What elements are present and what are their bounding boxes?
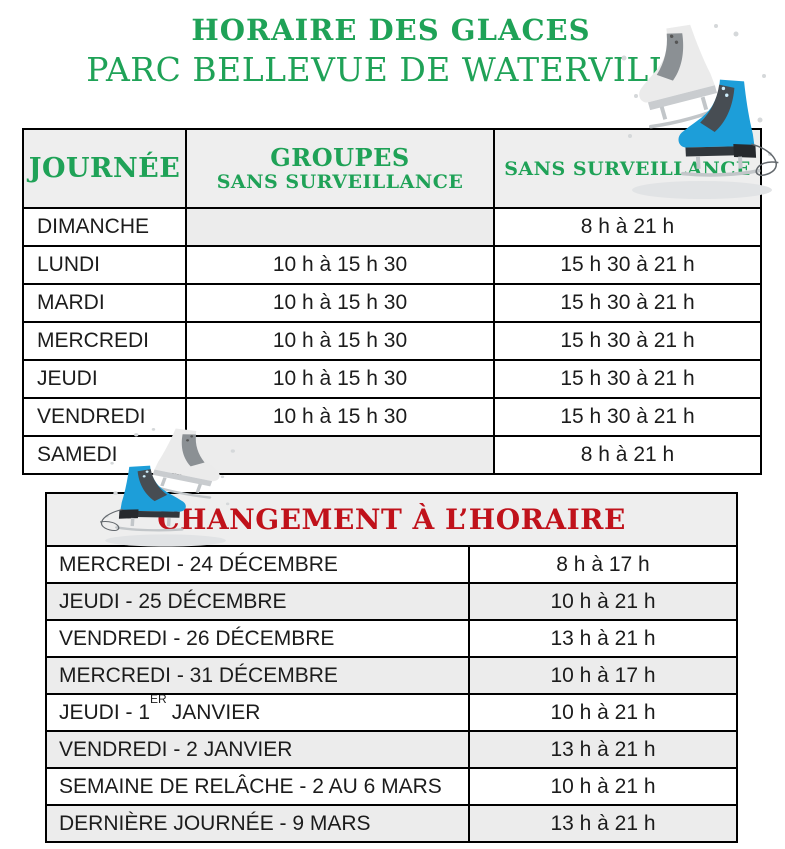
- open-hours: 15 h 30 à 21 h: [493, 359, 762, 399]
- table-row: LUNDI 10 h à 15 h 30 15 h 30 à 21 h: [22, 245, 762, 285]
- table-row: JEUDI 10 h à 15 h 30 15 h 30 à 21 h: [22, 359, 762, 399]
- change-label: JEUDI - 1ER JANVIER: [45, 693, 470, 732]
- change-label: VENDREDI - 2 JANVIER: [45, 730, 470, 769]
- open-hours: 15 h 30 à 21 h: [493, 245, 762, 285]
- day-label: LUNDI: [22, 245, 187, 285]
- table-row: VENDREDI - 26 DÉCEMBRE 13 h à 21 h: [45, 619, 739, 658]
- column-header-groupes: GROUPES SANS SURVEILLANCE: [185, 128, 495, 209]
- change-hours: 8 h à 17 h: [467, 545, 739, 584]
- day-label: VENDREDI: [22, 397, 187, 437]
- groupes-hours: 10 h à 15 h 30: [185, 245, 495, 285]
- table-row: MERCREDI - 31 DÉCEMBRE 10 h à 17 h: [45, 656, 739, 695]
- schedule-header-row: JOURNÉE GROUPES SANS SURVEILLANCE SANS S…: [22, 128, 762, 209]
- change-label: VENDREDI - 26 DÉCEMBRE: [45, 619, 470, 658]
- table-row: MERCREDI - 24 DÉCEMBRE 8 h à 17 h: [45, 545, 739, 584]
- table-row: SAMEDI 8 h à 21 h: [22, 435, 762, 475]
- table-row: DIMANCHE 8 h à 21 h: [22, 207, 762, 247]
- open-hours: 15 h 30 à 21 h: [493, 321, 762, 361]
- change-hours: 10 h à 17 h: [467, 656, 739, 695]
- schedule-table: JOURNÉE GROUPES SANS SURVEILLANCE SANS S…: [22, 128, 762, 475]
- day-label: JEUDI: [22, 359, 187, 399]
- day-label: MERCREDI: [22, 321, 187, 361]
- table-row: VENDREDI 10 h à 15 h 30 15 h 30 à 21 h: [22, 397, 762, 437]
- table-row: DERNIÈRE JOURNÉE - 9 MARS 13 h à 21 h: [45, 804, 739, 843]
- white-skate: [639, 24, 726, 129]
- page-title: HORAIRE DES GLACES: [191, 13, 591, 47]
- groupes-hours: 10 h à 15 h 30: [185, 359, 495, 399]
- table-row: JEUDI - 25 DÉCEMBRE 10 h à 21 h: [45, 582, 739, 621]
- day-label: MARDI: [22, 283, 187, 323]
- open-hours: 8 h à 21 h: [493, 435, 762, 475]
- change-hours: 13 h à 21 h: [467, 619, 739, 658]
- day-label: DIMANCHE: [22, 207, 187, 247]
- table-row: VENDREDI - 2 JANVIER 13 h à 21 h: [45, 730, 739, 769]
- change-hours: 10 h à 21 h: [467, 767, 739, 806]
- ice-skates-icon: [621, 24, 779, 199]
- change-label: JEUDI - 25 DÉCEMBRE: [45, 582, 470, 621]
- groupes-hours: [185, 207, 495, 247]
- column-header-journee: JOURNÉE: [22, 128, 187, 209]
- open-hours: 15 h 30 à 21 h: [493, 397, 762, 437]
- change-label-start: JEUDI - 1: [59, 701, 151, 724]
- change-label: SEMAINE DE RELÂCHE - 2 AU 6 MARS: [45, 767, 470, 806]
- groupes-hours: [185, 435, 495, 475]
- change-label: MERCREDI - 24 DÉCEMBRE: [45, 545, 470, 584]
- table-row: MARDI 10 h à 15 h 30 15 h 30 à 21 h: [22, 283, 762, 323]
- change-hours: 13 h à 21 h: [467, 804, 739, 843]
- open-hours: 15 h 30 à 21 h: [493, 283, 762, 323]
- table-row: MERCREDI 10 h à 15 h 30 15 h 30 à 21 h: [22, 321, 762, 361]
- groupes-header-line2: SANS SURVEILLANCE: [216, 171, 464, 194]
- table-row: JEUDI - 1ER JANVIER 10 h à 21 h: [45, 693, 739, 732]
- groupes-hours: 10 h à 15 h 30: [185, 283, 495, 323]
- change-hours: 10 h à 21 h: [467, 582, 739, 621]
- change-hours: 13 h à 21 h: [467, 730, 739, 769]
- groupes-hours: 10 h à 15 h 30: [185, 321, 495, 361]
- change-label: DERNIÈRE JOURNÉE - 9 MARS: [45, 804, 470, 843]
- blue-skate: [678, 79, 779, 177]
- ordinal-superscript: ER: [150, 694, 167, 706]
- ice-skates-icon: [100, 428, 237, 549]
- snow-dots: [621, 24, 772, 156]
- groupes-header-line1: GROUPES: [270, 142, 410, 172]
- change-hours: 10 h à 21 h: [467, 693, 739, 732]
- change-label-end: JANVIER: [171, 701, 261, 724]
- table-row: SEMAINE DE RELÂCHE - 2 AU 6 MARS 10 h à …: [45, 767, 739, 806]
- column-header-sans-surveillance: SANS SURVEILLANCE: [493, 128, 762, 209]
- page-subtitle: PARC BELLEVUE DE WATERVILLE: [86, 50, 696, 89]
- groupes-hours: 10 h à 15 h 30: [185, 397, 495, 437]
- open-hours: 8 h à 21 h: [493, 207, 762, 247]
- change-label: MERCREDI - 31 DÉCEMBRE: [45, 656, 470, 695]
